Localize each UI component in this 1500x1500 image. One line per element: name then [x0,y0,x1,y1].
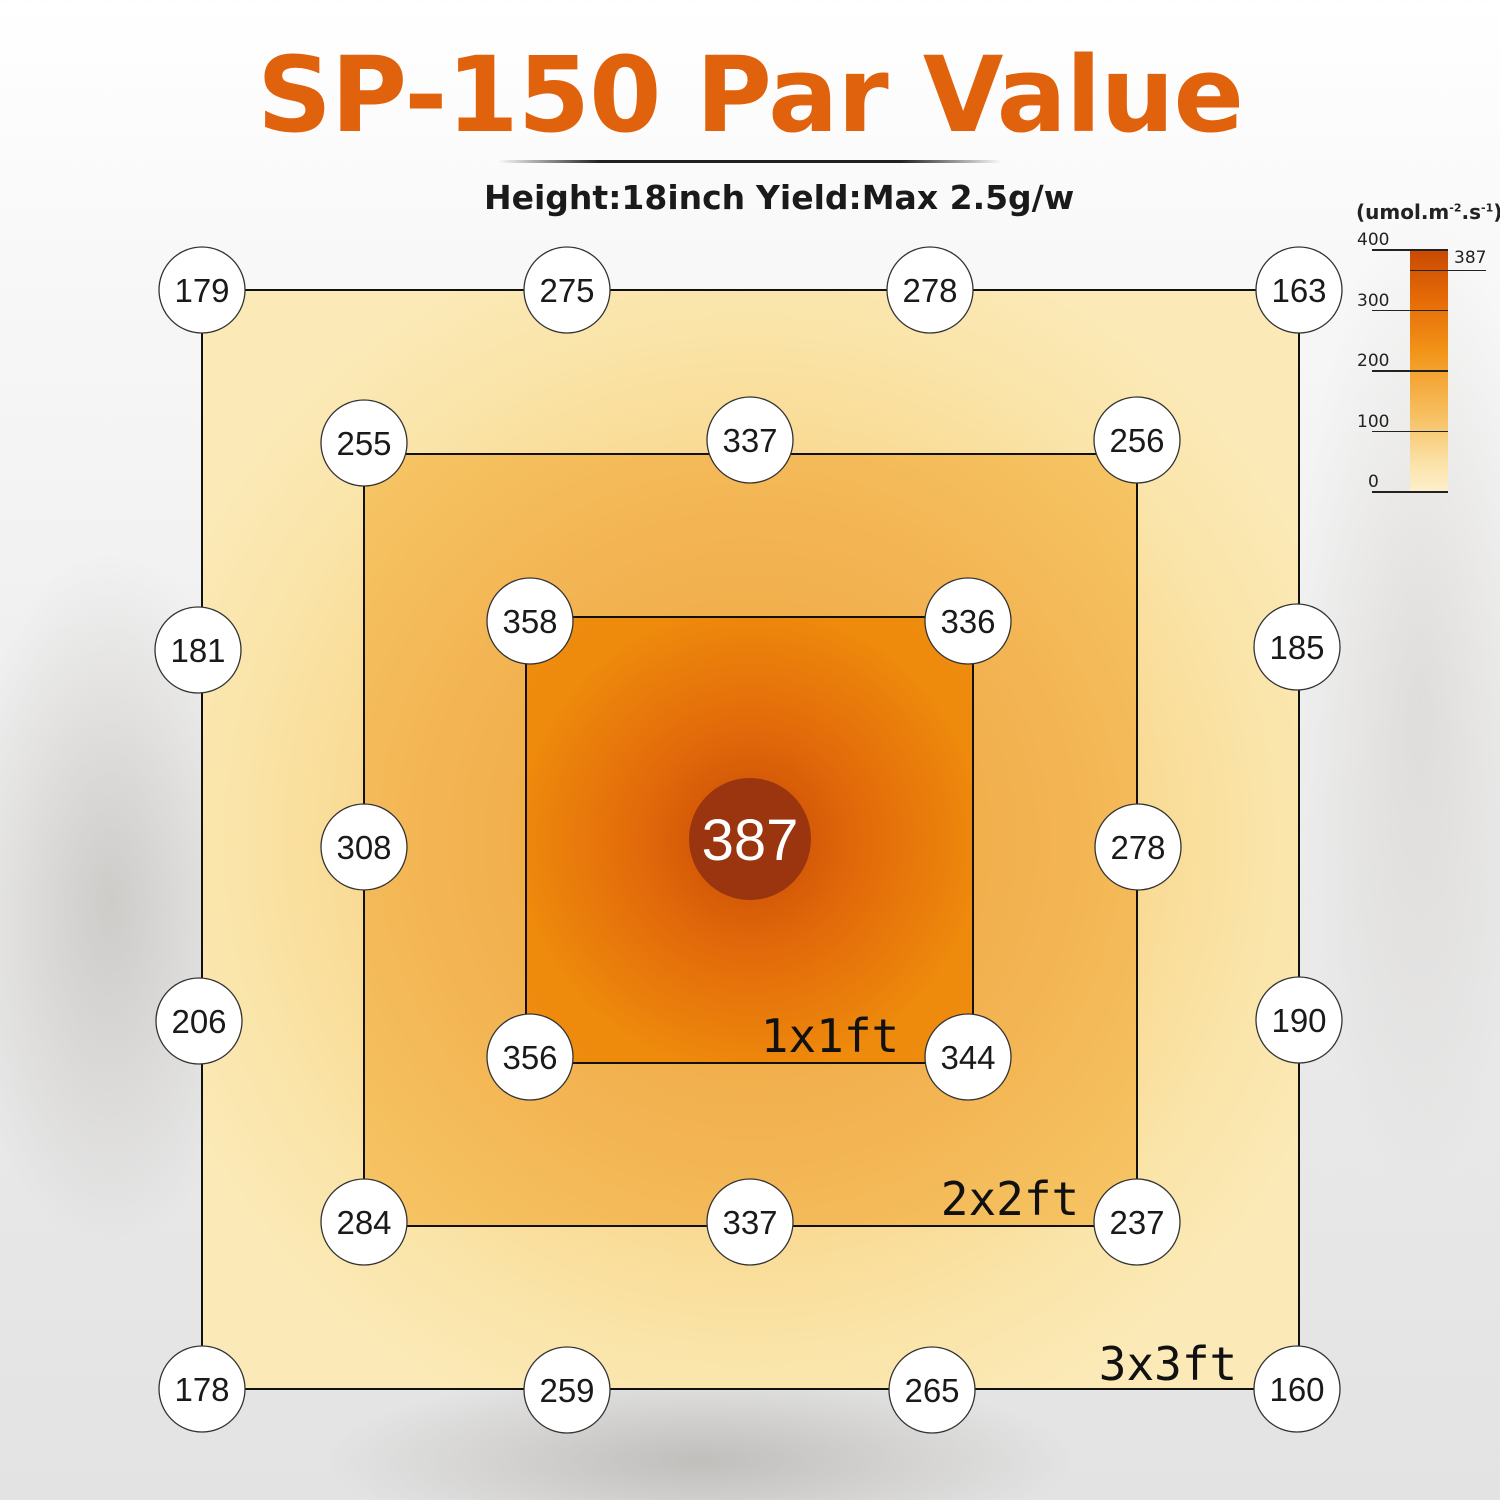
par-point-value: 181 [170,632,225,669]
par-point-marker [154,606,242,694]
colorbar-tick-label: 100 [1357,411,1390,432]
subtitle-yield: Yield:Max 2.5g/w [756,178,1075,217]
par-point: 275 [523,246,611,334]
par-point-marker [1093,1178,1181,1266]
par-point: 178 [158,1345,246,1433]
par-point-value: 275 [539,272,594,309]
par-point-value: 160 [1269,1371,1324,1408]
par-point-marker [706,396,794,484]
center-point: 387 [689,778,811,900]
par-point-value: 255 [336,425,391,462]
par-point-marker [486,1013,574,1101]
subtitle-height: Height:18inch [484,178,746,217]
par-point: 206 [155,977,243,1065]
par-point-value: 259 [539,1372,594,1409]
par-point-marker [1094,803,1182,891]
par-point-value: 185 [1269,629,1324,666]
par-point-value: 278 [1110,829,1165,866]
par-point-value: 178 [174,1371,229,1408]
par-point-marker [523,1346,611,1434]
par-point-marker [1255,976,1343,1064]
par-point: 308 [320,803,408,891]
par-point: 160 [1253,1345,1341,1433]
colorbar-tick-label: 400 [1357,230,1390,250]
par-point-marker [486,577,574,665]
par-point: 356 [486,1013,574,1101]
par-point-value: 278 [902,272,957,309]
colorbar-max-label: 387 [1454,247,1487,268]
par-point-marker [320,803,408,891]
zone-label-2x2ft: 2x2ft [941,1172,1079,1226]
par-point-value: 190 [1271,1002,1326,1039]
par-point-marker [1253,1345,1341,1433]
par-point-value: 256 [1109,422,1164,459]
par-point-value: 337 [722,1204,777,1241]
par-point: 284 [320,1178,408,1266]
colorbar-tick-label: 300 [1357,290,1390,311]
zone-label-1x1ft: 1x1ft [761,1009,899,1063]
colorbar-tick-label: 0 [1368,472,1379,492]
par-point: 185 [1253,603,1341,691]
par-point-marker [155,977,243,1065]
par-point: 337 [706,1178,794,1266]
par-point: 336 [924,577,1012,665]
par-point-value: 237 [1109,1204,1164,1241]
par-point: 255 [320,399,408,487]
par-point: 179 [158,246,246,334]
par-point: 278 [1094,803,1182,891]
center-point-value: 387 [702,808,799,873]
par-point: 259 [523,1346,611,1434]
page-title: SP-150 Par Value [256,34,1244,156]
colorbar-unit: (umol.m-2.s-1) [1356,200,1500,224]
par-point: 190 [1255,976,1343,1064]
par-point-value: 163 [1271,272,1326,309]
par-point-marker [924,1013,1012,1101]
par-point-value: 179 [174,272,229,309]
colorbar-tick [1372,370,1448,372]
par-point-value: 265 [904,1372,959,1409]
colorbar-max-tick [1410,269,1486,272]
par-point-marker [320,1178,408,1266]
par-point-marker [1253,603,1341,691]
par-point-marker [888,1346,976,1434]
par-point-value: 336 [940,603,995,640]
par-point: 181 [154,606,242,694]
par-point-value: 344 [940,1039,995,1076]
par-point-marker [320,399,408,487]
par-point-value: 358 [502,603,557,640]
colorbar-tick [1372,309,1448,311]
par-point-value: 337 [722,422,777,459]
par-point-marker [523,246,611,334]
par-point-marker [706,1178,794,1266]
par-point: 256 [1093,396,1181,484]
par-point: 358 [486,577,574,665]
zone-label-3x3ft: 3x3ft [1099,1337,1237,1391]
par-point: 344 [924,1013,1012,1101]
par-point: 278 [886,246,974,334]
title-divider [498,160,1002,163]
par-point-value: 308 [336,829,391,866]
par-point-marker [158,1345,246,1433]
par-point: 163 [1255,246,1343,334]
colorbar-tick-label: 200 [1357,351,1390,371]
par-point: 237 [1093,1178,1181,1266]
center-point-marker [689,778,811,900]
colorbar-tick [1372,249,1448,251]
par-point-marker [924,577,1012,665]
par-point-marker [886,246,974,334]
par-point-marker [1255,246,1343,334]
colorbar-tick [1372,430,1448,432]
par-point-value: 356 [502,1039,557,1076]
par-point-marker [158,246,246,334]
par-point-value: 284 [336,1204,391,1241]
par-point: 337 [706,396,794,484]
colorbar-tick [1372,491,1448,493]
par-point-marker [1093,396,1181,484]
par-point: 265 [888,1346,976,1434]
par-point-value: 206 [171,1003,226,1040]
